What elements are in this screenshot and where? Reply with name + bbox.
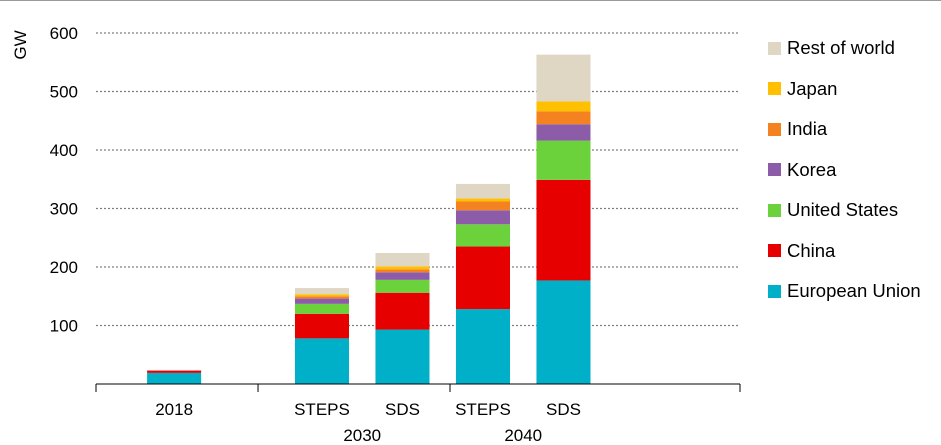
- bar-segment: [536, 140, 591, 180]
- bar-segment: [455, 246, 510, 310]
- bar-segment: [536, 101, 591, 112]
- bar-segment: [294, 313, 349, 339]
- legend-swatch: [768, 82, 781, 96]
- x-tick-label: SDS: [385, 400, 420, 419]
- legend-item: Rest of world: [768, 28, 921, 69]
- bar-segment: [455, 198, 510, 202]
- y-tick-label: 300: [50, 200, 78, 219]
- top-rule: [0, 0, 941, 1]
- legend-item: European Union: [768, 271, 921, 312]
- x-group-label: 2030: [343, 426, 381, 445]
- legend-label: United States: [787, 199, 899, 220]
- legend-item: China: [768, 231, 921, 272]
- bar-segment: [294, 294, 349, 297]
- bar-segment: [536, 124, 591, 141]
- y-axis-title: GW: [11, 30, 30, 59]
- legend-label: Japan: [787, 77, 838, 99]
- legend-label: Korea: [787, 158, 837, 180]
- bar-segment: [455, 210, 510, 225]
- y-tick-label: 100: [50, 317, 78, 336]
- y-tick-label: 600: [50, 24, 78, 43]
- bar-segment: [536, 280, 591, 384]
- y-tick-label: 500: [50, 83, 78, 102]
- x-group-label: 2040: [504, 426, 542, 445]
- legend-swatch: [768, 122, 781, 136]
- x-tick-label: STEPS: [455, 400, 511, 419]
- legend-item: Japan: [768, 69, 921, 110]
- bar-segment: [147, 372, 202, 384]
- x-tick-label: 2018: [155, 400, 193, 419]
- bar-segment: [455, 201, 510, 211]
- bar-segment: [455, 309, 510, 384]
- legend-item: United States: [768, 190, 921, 231]
- legend: Rest of world Japan India Korea United State…: [768, 28, 921, 312]
- legend-swatch: [768, 41, 781, 55]
- legend-label: China: [787, 239, 836, 261]
- legend-swatch: [768, 163, 781, 177]
- bar-segment: [294, 288, 349, 295]
- bar-segment: [375, 292, 430, 330]
- bar-segment: [536, 179, 591, 281]
- bar-segment: [375, 266, 430, 270]
- bar-segment: [375, 272, 430, 280]
- x-tick-label: SDS: [546, 400, 581, 419]
- bar-segment: [294, 338, 349, 384]
- legend-swatch: [768, 203, 781, 217]
- y-tick-label: 400: [50, 141, 78, 160]
- bar-segment: [147, 370, 202, 373]
- bar-segment: [455, 183, 510, 199]
- bar-segment: [455, 224, 510, 247]
- bar-segment: [375, 279, 430, 293]
- legend-item: Korea: [768, 150, 921, 191]
- bars: [147, 54, 591, 384]
- bar-segment: [536, 54, 591, 102]
- y-tick-label: 200: [50, 258, 78, 277]
- bar-segment: [375, 252, 430, 267]
- bar-segment: [294, 296, 349, 299]
- bar-segment: [294, 298, 349, 304]
- bar-segment: [536, 111, 591, 125]
- legend-label: Rest of world: [787, 37, 895, 58]
- bar-segment: [294, 303, 349, 314]
- legend-item: India: [768, 109, 921, 150]
- bar-segment: [375, 329, 430, 384]
- legend-swatch: [768, 244, 781, 258]
- x-tick-label: STEPS: [294, 400, 350, 419]
- y-axis-ticks: 100 200 300 400 500 600: [50, 24, 78, 336]
- legend-label: European Union: [787, 280, 921, 301]
- legend-swatch: [768, 284, 781, 298]
- legend-label: India: [787, 118, 828, 139]
- bar-segment: [375, 269, 430, 273]
